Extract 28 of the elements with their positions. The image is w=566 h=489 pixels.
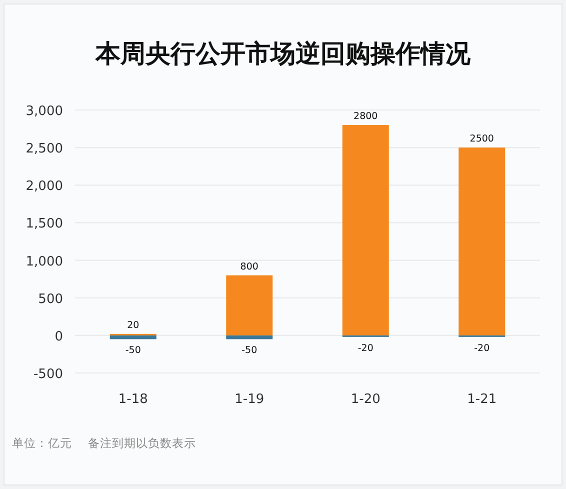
x-tick-label: 1-19 [234,392,264,407]
y-tick-label: 0 [54,329,63,344]
x-tick-label: 1-18 [118,392,148,407]
text: 备注到期以负数表示 [88,436,196,450]
data-label: -50 [242,345,258,356]
y-tick-label: 500 [38,292,63,307]
bar [458,148,506,336]
y-tick-label: 1,000 [26,254,63,270]
bar [226,335,273,340]
y-tick-label: 2,500 [26,142,63,157]
data-label: -50 [125,345,141,356]
chart-title: 本周央行公开市场逆回购操作情况 [94,39,472,68]
text: 单位：亿元 [12,436,72,450]
data-label: 2800 [354,111,378,122]
x-tick-label: 1-20 [350,392,380,407]
data-label: -20 [358,342,374,354]
y-tick-label: 3,000 [26,104,63,119]
bar [110,335,156,340]
data-label: -20 [474,342,490,354]
bar [226,275,273,336]
data-label: 20 [127,320,140,331]
data-label: 2500 [470,134,494,145]
bar [342,125,389,336]
y-tick-label: -500 [33,367,63,382]
y-tick-label: 1,500 [26,216,63,232]
x-tick-label: 1-21 [467,392,497,407]
data-label: 800 [240,261,258,272]
y-tick-label: 2,000 [26,179,63,194]
